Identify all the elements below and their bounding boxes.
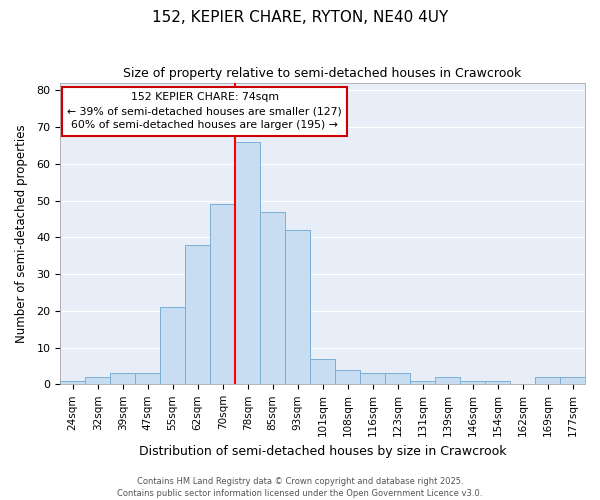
- Bar: [485, 380, 510, 384]
- Bar: [385, 374, 410, 384]
- Bar: [560, 377, 585, 384]
- Bar: [235, 142, 260, 384]
- Title: Size of property relative to semi-detached houses in Crawcrook: Size of property relative to semi-detach…: [124, 68, 522, 80]
- Text: 152, KEPIER CHARE, RYTON, NE40 4UY: 152, KEPIER CHARE, RYTON, NE40 4UY: [152, 10, 448, 25]
- Bar: [210, 204, 235, 384]
- Bar: [60, 380, 85, 384]
- Bar: [435, 377, 460, 384]
- Bar: [360, 374, 385, 384]
- Bar: [110, 374, 135, 384]
- Text: Contains HM Land Registry data © Crown copyright and database right 2025.
Contai: Contains HM Land Registry data © Crown c…: [118, 476, 482, 498]
- Bar: [535, 377, 560, 384]
- Bar: [135, 374, 160, 384]
- Y-axis label: Number of semi-detached properties: Number of semi-detached properties: [15, 124, 28, 343]
- Bar: [185, 244, 210, 384]
- Bar: [260, 212, 285, 384]
- Bar: [85, 377, 110, 384]
- Bar: [410, 380, 435, 384]
- Bar: [335, 370, 360, 384]
- Bar: [310, 358, 335, 384]
- Bar: [285, 230, 310, 384]
- Bar: [160, 307, 185, 384]
- X-axis label: Distribution of semi-detached houses by size in Crawcrook: Distribution of semi-detached houses by …: [139, 444, 506, 458]
- Text: 152 KEPIER CHARE: 74sqm
← 39% of semi-detached houses are smaller (127)
60% of s: 152 KEPIER CHARE: 74sqm ← 39% of semi-de…: [67, 92, 342, 130]
- Bar: [460, 380, 485, 384]
